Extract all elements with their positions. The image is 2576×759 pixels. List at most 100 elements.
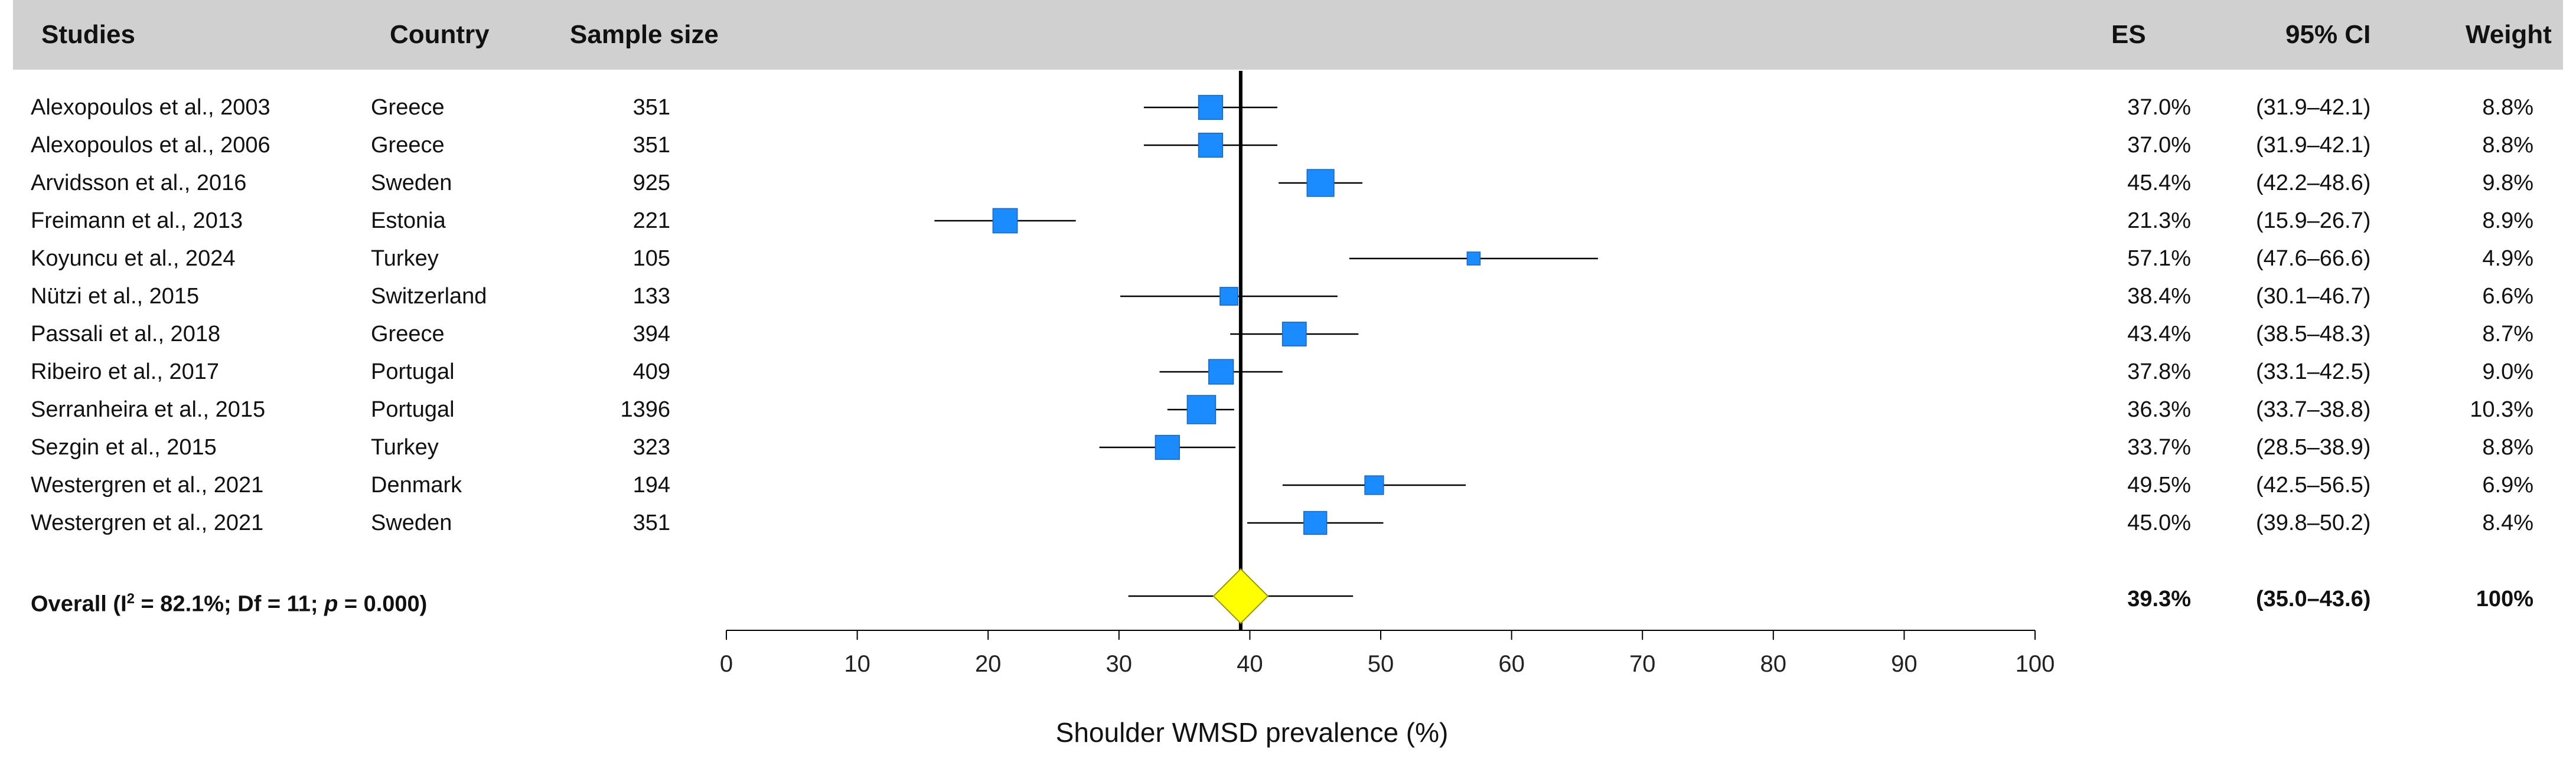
- study-weight: 6.6%: [2482, 284, 2533, 309]
- header-sample-size: Sample size: [570, 20, 719, 49]
- study-ci: (31.9–42.1): [2256, 133, 2371, 158]
- study-name: Koyuncu et al., 2024: [31, 246, 236, 271]
- study-weight: 8.8%: [2482, 435, 2533, 460]
- study-ci: (33.7–38.8): [2256, 397, 2371, 422]
- study-es: 33.7%: [2127, 435, 2191, 460]
- study-name: Passali et al., 2018: [31, 322, 221, 346]
- overall-diamond: [1212, 568, 1269, 624]
- study-sample-size: 105: [632, 246, 670, 271]
- study-country: Greece: [371, 95, 445, 120]
- study-country: Sweden: [371, 511, 452, 535]
- study-sample-size: 394: [632, 322, 670, 346]
- study-name: Freimann et al., 2013: [31, 208, 243, 233]
- study-sample-size: 323: [632, 435, 670, 460]
- study-country: Greece: [371, 133, 445, 158]
- effect-size-marker: [992, 208, 1018, 234]
- study-name: Westergren et al., 2021: [31, 473, 264, 498]
- overall-es: 39.3%: [2127, 587, 2191, 611]
- study-es: 43.4%: [2127, 322, 2191, 346]
- study-ci: (42.5–56.5): [2256, 473, 2371, 498]
- header-weight: Weight: [2466, 20, 2552, 49]
- x-tick-label: 20: [975, 651, 1002, 677]
- study-ci: (33.1–42.5): [2256, 359, 2371, 384]
- study-sample-size: 221: [632, 208, 670, 233]
- study-weight: 8.8%: [2482, 95, 2533, 120]
- study-name: Arvidsson et al., 2016: [31, 171, 247, 195]
- study-sample-size: 1396: [620, 397, 670, 422]
- study-weight: 8.8%: [2482, 133, 2533, 158]
- study-es: 36.3%: [2127, 397, 2191, 422]
- study-weight: 9.8%: [2482, 171, 2533, 195]
- study-name: Nützi et al., 2015: [31, 284, 200, 309]
- study-country: Portugal: [371, 359, 455, 384]
- study-weight: 8.9%: [2482, 208, 2533, 233]
- study-country: Portugal: [371, 397, 455, 422]
- effect-size-marker: [1282, 322, 1307, 346]
- study-ci: (47.6–66.6): [2256, 246, 2371, 271]
- x-tick-label: 10: [844, 651, 870, 677]
- study-es: 57.1%: [2127, 246, 2191, 271]
- study-sample-size: 409: [632, 359, 670, 384]
- header-es: ES: [2111, 20, 2146, 49]
- study-ci: (38.5–48.3): [2256, 322, 2371, 346]
- study-es: 37.0%: [2127, 95, 2191, 120]
- overall-ci: (35.0–43.6): [2256, 587, 2371, 611]
- study-es: 38.4%: [2127, 284, 2191, 309]
- x-tick-label: 30: [1106, 651, 1133, 677]
- header-studies: Studies: [41, 20, 135, 49]
- header-country: Country: [390, 20, 490, 49]
- effect-size-marker: [1198, 132, 1224, 158]
- study-name: Sezgin et al., 2015: [31, 435, 217, 460]
- x-tick-label: 50: [1368, 651, 1394, 677]
- study-sample-size: 351: [632, 511, 670, 535]
- effect-size-marker: [1466, 251, 1481, 266]
- x-tick-label: 0: [720, 651, 733, 677]
- study-ci: (39.8–50.2): [2256, 511, 2371, 535]
- x-axis-label: Shoulder WMSD prevalence (%): [1055, 717, 1449, 748]
- study-es: 49.5%: [2127, 473, 2191, 498]
- effect-size-marker: [1303, 511, 1328, 535]
- study-sample-size: 133: [632, 284, 670, 309]
- effect-size-marker: [1198, 94, 1224, 120]
- effect-size-marker: [1306, 169, 1335, 197]
- study-country: Switzerland: [371, 284, 487, 309]
- study-ci: (28.5–38.9): [2256, 435, 2371, 460]
- study-weight: 8.4%: [2482, 511, 2533, 535]
- study-ci: (15.9–26.7): [2256, 208, 2371, 233]
- x-tick-label: 100: [2016, 651, 2055, 677]
- header-ci: 95% CI: [2285, 20, 2371, 49]
- study-country: Sweden: [371, 171, 452, 195]
- study-es: 45.0%: [2127, 511, 2191, 535]
- x-tick-label: 60: [1498, 651, 1525, 677]
- effect-size-marker: [1155, 434, 1180, 460]
- study-weight: 10.3%: [2470, 397, 2533, 422]
- x-tick-label: 80: [1760, 651, 1787, 677]
- study-name: Alexopoulos et al., 2003: [31, 95, 270, 120]
- x-tick-label: 70: [1629, 651, 1656, 677]
- x-tick-label: 40: [1237, 651, 1263, 677]
- study-ci: (42.2–48.6): [2256, 171, 2371, 195]
- overall-weight: 100%: [2476, 587, 2533, 611]
- study-es: 45.4%: [2127, 171, 2191, 195]
- study-sample-size: 194: [632, 473, 670, 498]
- overall-label: Overall (I2 = 82.1%; Df = 11; p = 0.000): [31, 591, 428, 617]
- study-country: Turkey: [371, 246, 439, 271]
- effect-size-marker: [1364, 475, 1384, 495]
- study-weight: 9.0%: [2482, 359, 2533, 384]
- study-country: Estonia: [371, 208, 446, 233]
- study-name: Westergren et al., 2021: [31, 511, 264, 535]
- study-name: Ribeiro et al., 2017: [31, 359, 219, 384]
- study-es: 37.0%: [2127, 133, 2191, 158]
- effect-size-marker: [1186, 395, 1217, 424]
- x-tick-label: 90: [1891, 651, 1918, 677]
- study-name: Alexopoulos et al., 2006: [31, 133, 270, 158]
- study-ci: (31.9–42.1): [2256, 95, 2371, 120]
- study-sample-size: 925: [632, 171, 670, 195]
- header-bar: [13, 0, 2563, 70]
- effect-size-marker: [1219, 287, 1238, 306]
- study-country: Turkey: [371, 435, 439, 460]
- effect-size-marker: [1208, 359, 1234, 385]
- study-name: Serranheira et al., 2015: [31, 397, 266, 422]
- study-es: 21.3%: [2127, 208, 2191, 233]
- study-sample-size: 351: [632, 95, 670, 120]
